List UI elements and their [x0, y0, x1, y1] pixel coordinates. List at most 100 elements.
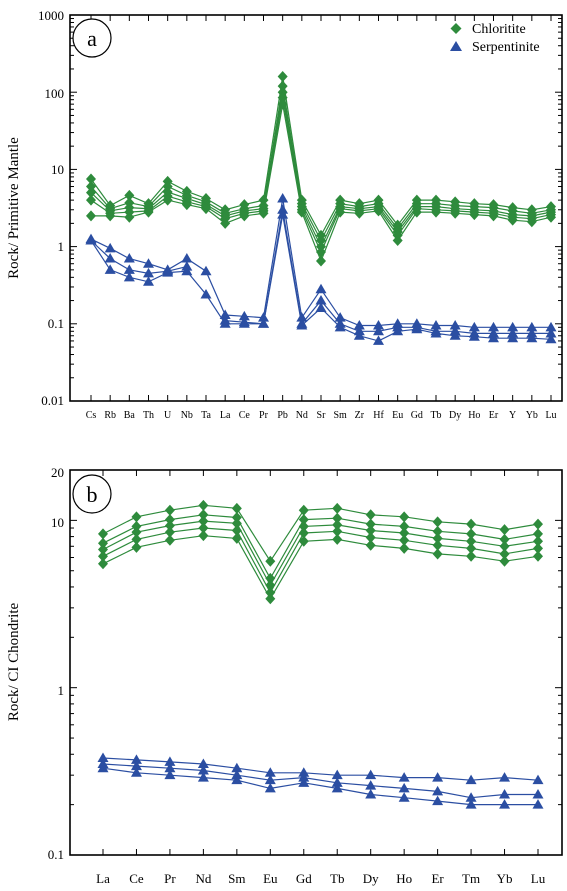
data-point [198, 515, 209, 527]
data-point [399, 542, 410, 554]
x-tick-label: Pb [277, 410, 288, 421]
y-tick-label: 1 [58, 683, 65, 698]
y-tick-label: 100 [45, 86, 65, 101]
data-point [430, 327, 442, 338]
data-point [130, 760, 142, 771]
data-point [143, 206, 154, 218]
data-point [499, 533, 510, 545]
data-point [533, 528, 543, 540]
panel-b-series [97, 499, 544, 809]
legend-chloritite-marker [450, 23, 462, 34]
data-point [432, 785, 444, 796]
data-point [104, 264, 116, 274]
series-line [102, 767, 538, 806]
data-point [365, 518, 376, 530]
x-tick-label: Gd [296, 871, 312, 886]
data-point [533, 542, 543, 554]
data-point [411, 323, 423, 334]
data-point [143, 276, 154, 286]
x-tick-label: Gd [411, 410, 423, 421]
data-point [365, 531, 376, 543]
data-point [449, 330, 461, 340]
data-point [545, 333, 557, 344]
data-point [335, 206, 346, 218]
data-point [98, 550, 108, 562]
data-point [532, 774, 544, 785]
panel-a-y-tick-labels: 0.01 0.1 1 10 100 1000 [38, 8, 64, 408]
data-point [277, 92, 288, 104]
data-point [104, 253, 116, 263]
data-point [431, 206, 441, 218]
panel-a-x-tick-labels: Cs Rb Ba Th U Nb Ta La Ce Pr Pb Nd Sr Sm Zr Hf Eu Gd Tb Dy H… [86, 410, 557, 421]
x-tick-label: Ce [239, 410, 251, 421]
data-point [181, 199, 192, 211]
y-tick-label: 0.1 [48, 316, 64, 331]
data-point [265, 555, 276, 567]
data-point [198, 530, 209, 542]
data-point [130, 754, 142, 764]
data-point [86, 173, 96, 185]
data-point [296, 320, 308, 330]
data-point [316, 234, 326, 246]
panel-a-label: a [87, 26, 97, 51]
data-point [238, 318, 250, 328]
data-point [334, 312, 346, 322]
data-point [264, 767, 276, 777]
data-point [526, 216, 537, 228]
series-serpentinite [85, 204, 557, 338]
data-point [197, 764, 209, 775]
data-point [164, 534, 175, 546]
series-chloritite [86, 80, 556, 246]
data-point [231, 512, 242, 524]
data-point [277, 204, 289, 214]
panel-b-y-tick-labels: 0.1 1 10 20 [48, 465, 64, 862]
data-point [264, 782, 276, 793]
legend-serpentinite-label: Serpentinite [472, 40, 540, 55]
x-tick-label: Tb [430, 410, 441, 421]
data-point [432, 772, 444, 782]
data-point [124, 211, 135, 223]
data-point [399, 511, 410, 523]
data-point [488, 210, 499, 222]
data-point [164, 769, 176, 780]
series-chloritite [98, 530, 543, 605]
x-tick-label: Sm [333, 410, 347, 421]
x-tick-label: Pr [164, 871, 176, 886]
y-tick-label: 10 [51, 515, 64, 530]
data-point [298, 504, 309, 516]
x-tick-label: Er [431, 871, 444, 886]
data-point [231, 762, 243, 773]
data-point [86, 187, 96, 199]
data-point [466, 535, 477, 547]
data-point [432, 539, 443, 551]
data-point [332, 512, 343, 524]
panel-b: 0.1 1 10 20 La Ce Pr Nd Sm Eu Gd Tb Dy Ho Er Tm Yb Lu… [6, 465, 563, 886]
data-point [507, 327, 519, 338]
data-point [392, 234, 403, 246]
data-point [124, 189, 135, 201]
data-point [533, 550, 543, 562]
data-point [507, 321, 519, 332]
data-point [450, 207, 461, 219]
data-point [98, 543, 108, 555]
data-point [198, 522, 209, 534]
x-tick-label: Sm [228, 871, 245, 886]
x-tick-label: Sr [317, 410, 327, 421]
data-point [130, 767, 142, 777]
data-point [220, 217, 231, 229]
series-chloritite [86, 98, 556, 267]
series-line [90, 209, 551, 334]
panel-b-y-axis-label: Rock/ CI Chondrite [6, 602, 22, 721]
data-point [197, 758, 209, 768]
data-point [298, 514, 309, 526]
x-tick-label: La [220, 410, 231, 421]
y-tick-label: 1000 [38, 8, 64, 23]
panel-b-label-circle [72, 474, 112, 514]
y-tick-label: 20 [51, 465, 64, 480]
data-point [488, 327, 499, 338]
data-point [373, 320, 384, 330]
data-point [353, 320, 365, 330]
data-point [219, 309, 231, 320]
data-point [365, 780, 377, 790]
series-chloritite [86, 86, 556, 253]
